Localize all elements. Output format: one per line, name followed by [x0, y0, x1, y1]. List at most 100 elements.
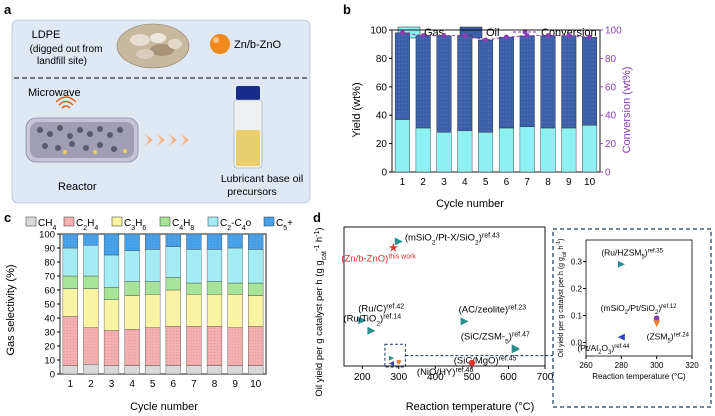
panel-c-legend-swatch	[25, 216, 37, 227]
panel-d-inset-point-label: (ZSM5)ref.24	[647, 332, 690, 345]
panel-c-bar-segment	[206, 233, 223, 250]
panel-c-legend-swatch	[159, 216, 171, 227]
panel-c-bar-segment	[62, 233, 78, 249]
panel-b-conversion-line	[399, 30, 593, 43]
panel-d: d 200 300 400 500 600 700 (mSiO2/Pt-X/SiO2)re…	[313, 210, 712, 413]
panel-b-y2tick-label: 100	[605, 26, 622, 37]
panel-d-point-label: (Ru/TiO2)ref.14	[343, 313, 401, 327]
panel-c-bar-segment	[103, 254, 120, 288]
panel-b-legend-marker	[522, 29, 528, 35]
panel-c-bar-segment	[62, 365, 78, 375]
panel-c-bar-segment	[145, 233, 161, 250]
panel-c-bar-segment	[165, 233, 181, 247]
panel-a: a LDPE (digged out from landfill site) Z…	[4, 2, 311, 204]
panel-b-bar-oil	[478, 39, 494, 133]
panel-b-xtick-label: 9	[566, 177, 572, 188]
panel-c-bar-segment	[248, 249, 264, 284]
panel-c-ytick-label: 30	[44, 328, 55, 339]
reactor-tube	[25, 117, 139, 163]
panel-c-bar-segment	[248, 295, 264, 327]
panel-c-bar-segment	[206, 294, 223, 327]
panel-d-letter: d	[313, 210, 321, 225]
panel-c-bar-segment	[248, 365, 264, 375]
panel-d-xtick-label: 200	[354, 372, 371, 383]
panel-d-point-label: (Ru/C)ref.42	[358, 303, 404, 315]
panel-c-bar-segment	[103, 287, 120, 300]
panel-c-ytick-label: 10	[44, 356, 55, 367]
panel-c-axes: 0 10 20 30 40 50 60 70 80 90 100 1 2 3 4 5 6 7 8 9 10	[39, 230, 267, 390]
panel-d-inset-ytick-label: 0.0	[571, 339, 583, 348]
triangle-down-marker	[653, 320, 661, 328]
panel-d-xtick-label: 700	[537, 372, 554, 383]
panel-b-legend-label: Oil	[486, 27, 499, 39]
panel-b-conversion-point	[503, 34, 509, 40]
panel-d-inset-point-label: (Pt/Al2O3)ref.44	[577, 343, 630, 356]
panel-c-bar-segment	[83, 288, 99, 328]
triangle-right-marker	[617, 260, 625, 268]
panel-c-bar-segment	[165, 289, 181, 327]
panel-b-bar-gas	[457, 130, 473, 173]
panel-c-ytick-label: 90	[44, 244, 55, 255]
panel-c-bar-segment	[83, 327, 99, 365]
panel-c-bar-segment	[206, 281, 223, 295]
panel-b-bar-oil	[394, 32, 410, 120]
panel-c-bar-segment	[145, 294, 161, 328]
panel-b-ylabel: Yield (wt%)	[351, 82, 363, 137]
panel-c-bar-segment	[62, 247, 78, 277]
panel-c-bar-segment	[83, 245, 99, 277]
panel-d-inset: 260 280 300 320 0.0 0.1 0.2 0.3 Reaction tempera…	[552, 228, 712, 408]
panel-c-bar-segment	[227, 282, 243, 295]
panel-d-inset-xtick-label: 300	[650, 361, 664, 370]
panel-c-xtick-label: 9	[232, 379, 238, 390]
panel-b-conversion-path	[402, 32, 590, 41]
panel-c-bar-segment	[124, 250, 140, 282]
panel-c-xtick-label: 6	[171, 379, 177, 390]
panel-c-legend-label: C4H8	[172, 218, 194, 232]
panel-c-bar-segment	[206, 249, 223, 282]
panel-d-point-label: (AC/zeolite)ref.23	[459, 304, 527, 316]
panel-b-frame	[391, 29, 601, 173]
panel-b-y2tick-label: 40	[605, 111, 617, 122]
product-label-2: precursors	[227, 186, 277, 198]
triangle-right-marker	[460, 317, 469, 326]
panel-d-point-label: (mSiO2/Pt-X/SiO2)ref.43	[405, 232, 500, 246]
reactor-label: Reactor	[58, 181, 97, 193]
panel-b-bar-gas	[436, 132, 452, 173]
panel-c-xtick-label: 4	[129, 379, 135, 390]
panel-b-bar-oil	[519, 35, 535, 127]
panel-b-conversion-point	[399, 30, 405, 36]
panel-d-points: (mSiO2/Pt-X/SiO2)ref.43 (Zn/b-ZnO)this wo…	[341, 232, 553, 378]
panel-c-bar-segment	[62, 288, 78, 317]
panel-b-bar-gas	[478, 132, 494, 173]
panel-d-axes: 200 300 400 500 600 700	[343, 226, 554, 383]
triangle-left-marker	[389, 361, 395, 367]
panel-c-bar-segment	[227, 294, 243, 328]
panel-b-ytick-label: 40	[376, 111, 388, 122]
panel-b-y2tick-label: 60	[605, 82, 617, 93]
triangle-right-marker	[389, 355, 395, 361]
panel-b-bar-gas	[519, 126, 535, 173]
panel-c-bar-segment	[206, 365, 223, 375]
panel-b-y2label: Conversion (wt%)	[621, 67, 633, 154]
panel-d-inset-border	[552, 228, 712, 408]
ldpe-label: LDPE	[32, 29, 61, 41]
triangle-down-marker	[396, 359, 402, 365]
panel-c-bar-segment	[165, 326, 181, 366]
panel-b-xtick-label: 1	[400, 177, 406, 188]
panel-d-inset-ylabel: Oil yield per g catalyst per h (g goil h…	[556, 239, 568, 358]
panel-c-bar-segment	[227, 247, 243, 284]
catalyst-sphere-icon	[210, 34, 230, 54]
panel-c-bar-segment	[248, 326, 264, 366]
panel-b-letter: b	[343, 2, 351, 17]
panel-d-inset-point-label: (mSiO2/Pt/SiO2)ref.12	[601, 303, 678, 316]
panel-c-bar-segment	[186, 294, 202, 327]
panel-b-xtick-label: 6	[504, 177, 510, 188]
panel-b-xlabel: Cycle number	[436, 198, 504, 210]
panel-d-inset-ytick-label: 0.3	[571, 258, 583, 267]
panel-c-legend-label: C2-C4o	[220, 218, 252, 232]
panel-c-bar-segment	[227, 365, 243, 375]
panel-b-conversion-point	[524, 33, 530, 39]
panel-c-bar-segment	[83, 364, 99, 375]
panel-c-bar-segment	[165, 365, 181, 375]
